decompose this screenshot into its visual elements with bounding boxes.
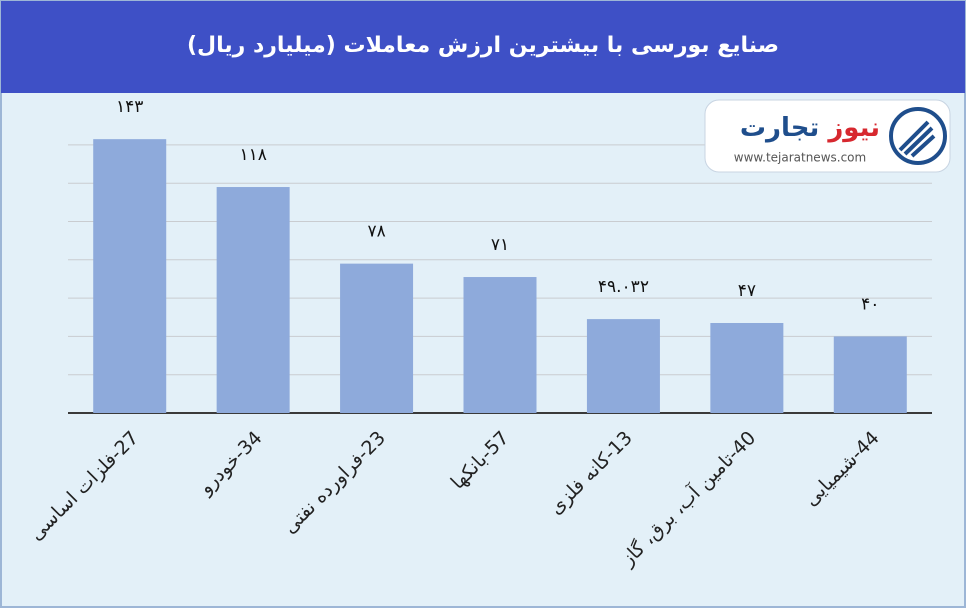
header-band [1, 1, 965, 93]
logo-url: www.tejaratnews.com [734, 151, 866, 165]
logo-name: تجارت [740, 113, 819, 143]
data-label: ۴۰ [861, 294, 879, 314]
bar [93, 139, 167, 413]
logo: نیوز تجارت www.tejaratnews.com [704, 99, 951, 173]
logo-ring [889, 107, 947, 165]
bar [833, 336, 907, 413]
chart-title: صنایع بورسی با بیشترین ارزش معاملات (میل… [187, 33, 779, 58]
data-label: ۷۱ [491, 235, 509, 255]
logo-icon [898, 120, 936, 158]
bar [216, 187, 290, 413]
data-label: ۱۴۳ [116, 97, 143, 117]
data-label: ۴۷ [738, 281, 756, 301]
bar [340, 263, 414, 413]
data-label: ۴۹.۰۳۲ [598, 277, 649, 297]
bar [710, 322, 784, 413]
bar [586, 319, 660, 413]
logo-text: نیوز تجارت [740, 113, 880, 143]
bar [463, 277, 537, 413]
data-label: ۷۸ [367, 222, 385, 242]
logo-accent: نیوز [826, 113, 880, 143]
data-label: ۱۱۸ [239, 145, 266, 165]
logo-box [704, 99, 951, 173]
